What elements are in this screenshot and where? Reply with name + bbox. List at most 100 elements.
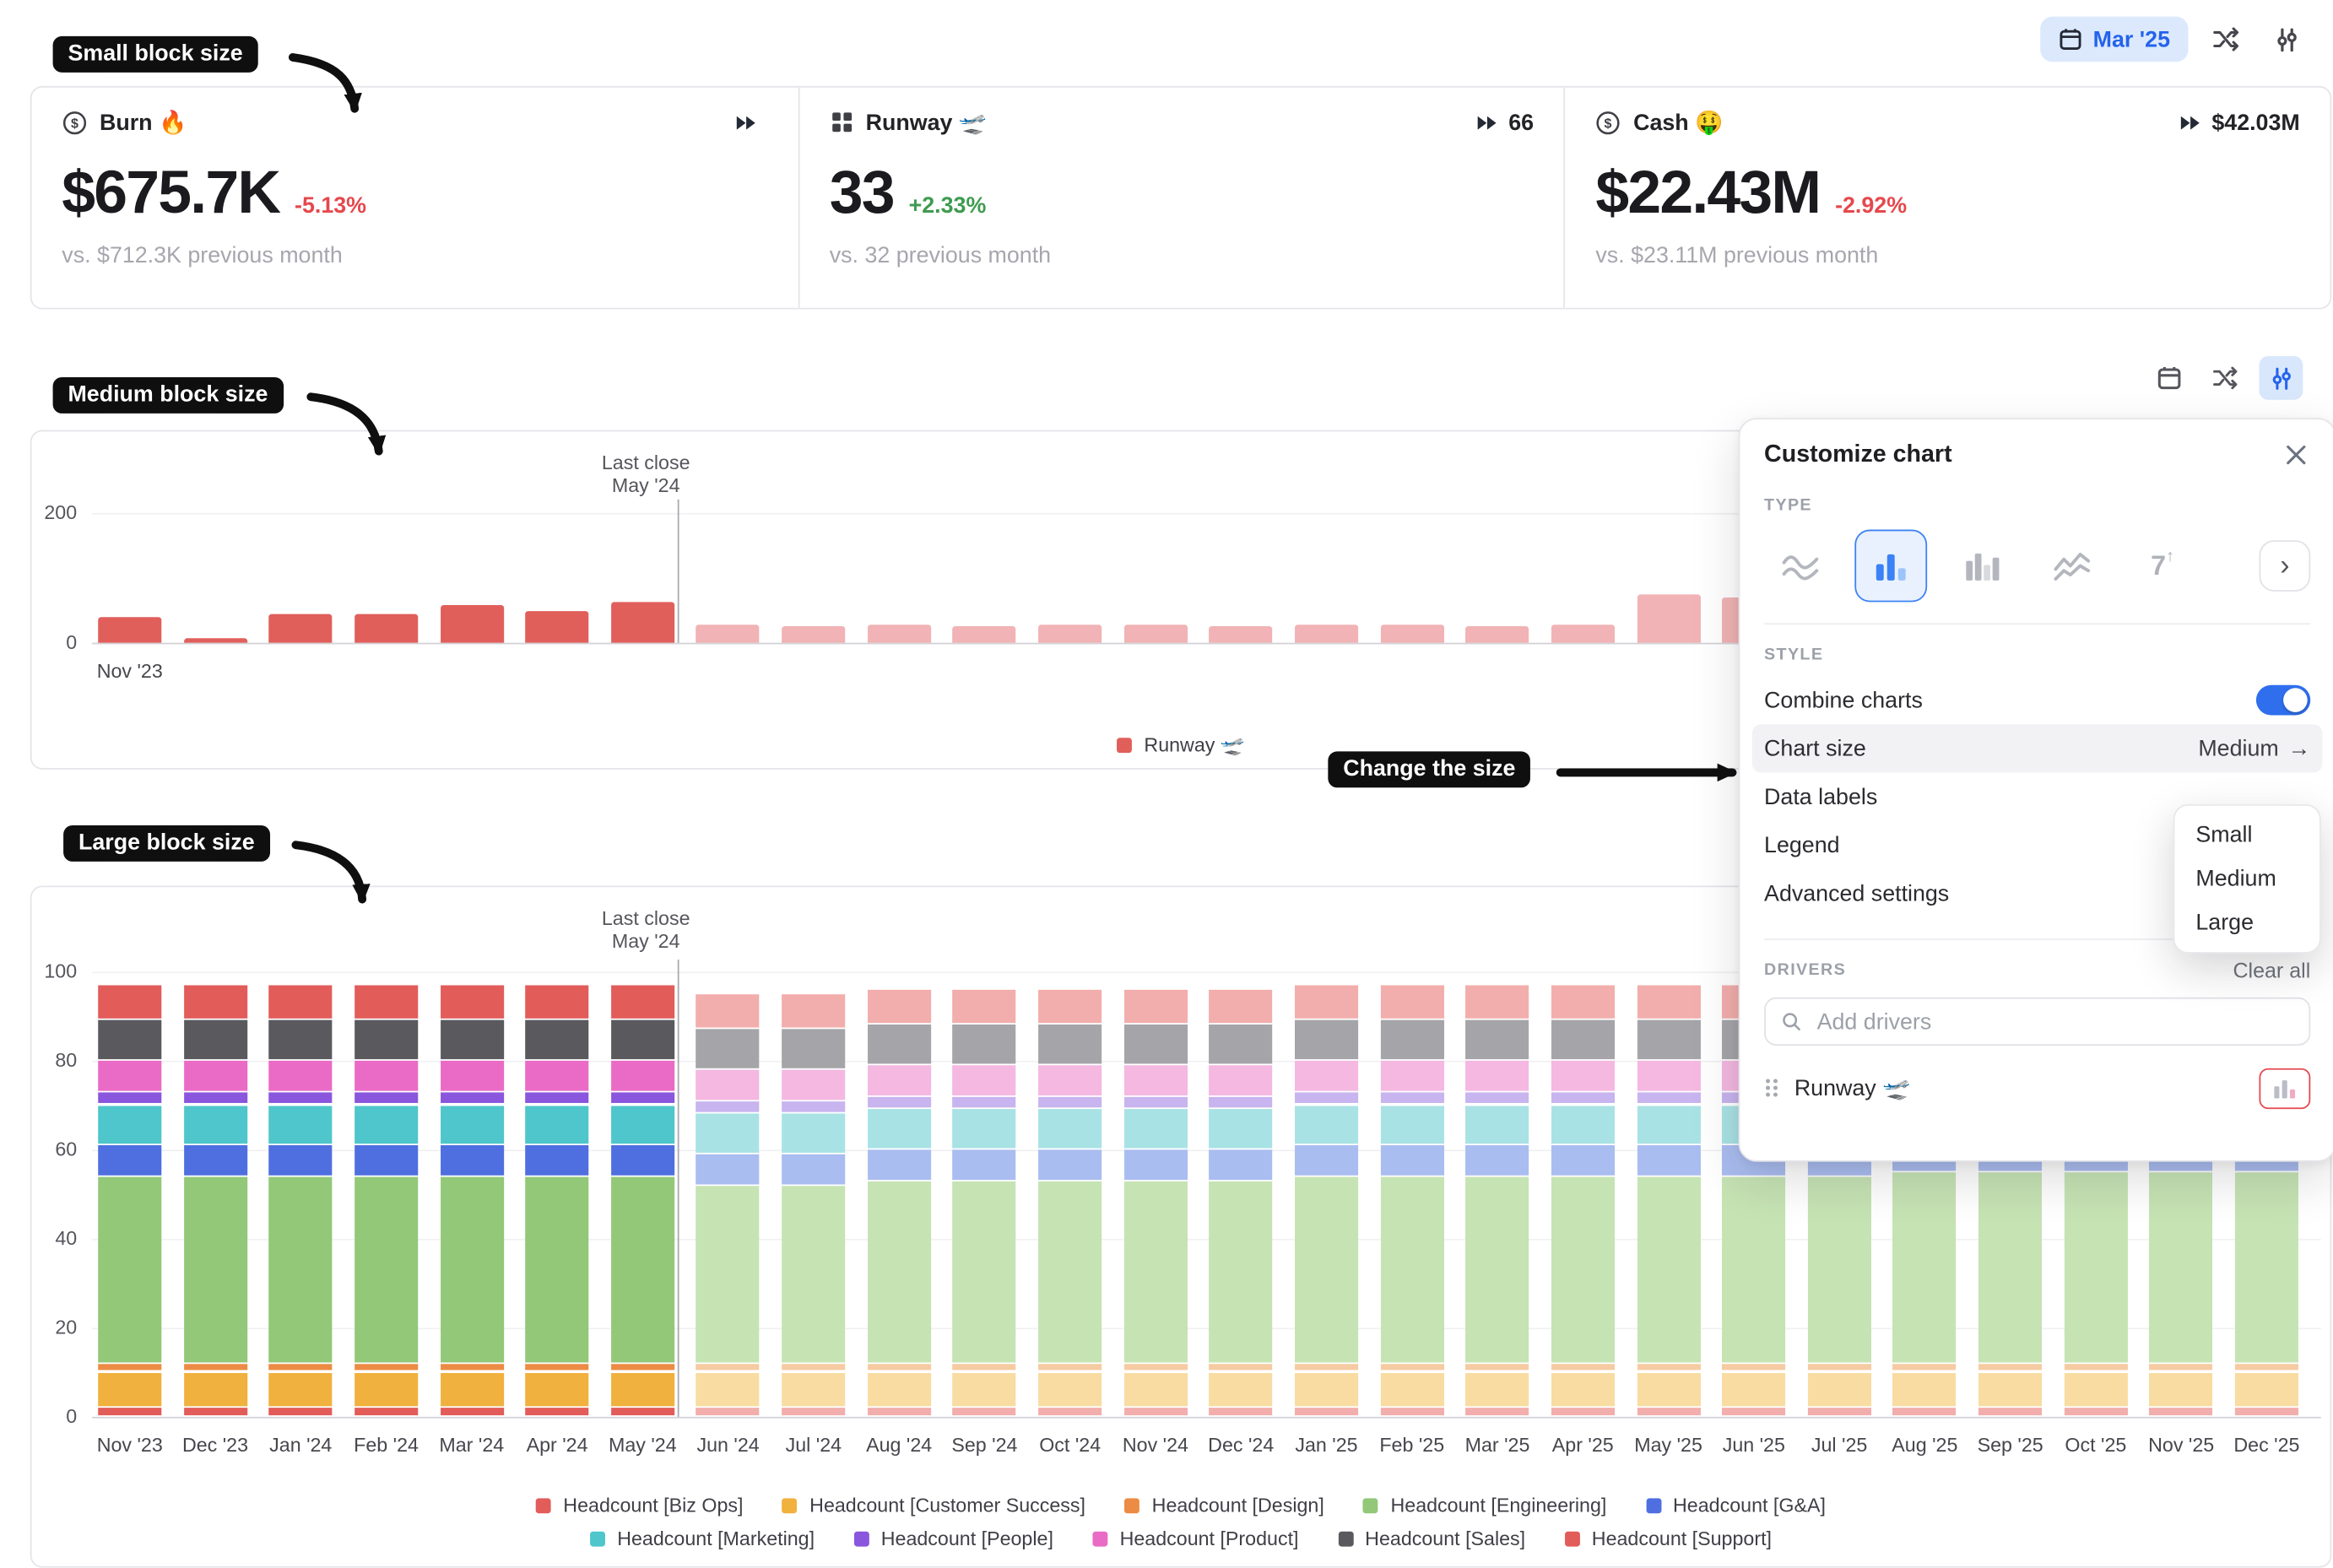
bar-segment[interactable] bbox=[1209, 1065, 1273, 1095]
date-picker-button[interactable]: Mar '25 bbox=[2040, 16, 2189, 62]
bar-segment[interactable] bbox=[1892, 1171, 1957, 1362]
bar-segment[interactable] bbox=[268, 1372, 333, 1407]
bar-segment[interactable] bbox=[1807, 1408, 1871, 1416]
bar-segment[interactable] bbox=[610, 985, 674, 1019]
calendar-icon[interactable] bbox=[2147, 356, 2191, 400]
bar-segment[interactable] bbox=[1123, 1149, 1188, 1180]
bar-segment[interactable] bbox=[1978, 1363, 2043, 1371]
bar-segment[interactable] bbox=[696, 1372, 761, 1407]
bar-segment[interactable] bbox=[1380, 1091, 1444, 1104]
bar-segment[interactable] bbox=[440, 1091, 504, 1104]
bar-segment[interactable] bbox=[696, 1363, 761, 1371]
bar-segment[interactable] bbox=[1551, 1105, 1615, 1144]
bar-segment[interactable] bbox=[1038, 1025, 1102, 1064]
bar-segment[interactable] bbox=[268, 1408, 333, 1416]
bar-segment[interactable] bbox=[1807, 1176, 1871, 1362]
bar[interactable] bbox=[1380, 624, 1444, 643]
bar-segment[interactable] bbox=[1722, 1372, 1786, 1407]
bar-segment[interactable] bbox=[1209, 1372, 1273, 1407]
bar-segment[interactable] bbox=[610, 1363, 674, 1371]
bar-segment[interactable] bbox=[1294, 1176, 1359, 1362]
bar-segment[interactable] bbox=[98, 1145, 162, 1176]
bar-segment[interactable] bbox=[354, 1060, 419, 1091]
bar-segment[interactable] bbox=[867, 1065, 931, 1095]
bar-segment[interactable] bbox=[354, 1363, 419, 1371]
bar-segment[interactable] bbox=[1123, 1363, 1188, 1371]
bar-segment[interactable] bbox=[1722, 1176, 1786, 1362]
bar-segment[interactable] bbox=[98, 1091, 162, 1104]
bar-segment[interactable] bbox=[268, 1091, 333, 1104]
chart-type-smooth-line-icon[interactable] bbox=[1764, 530, 1837, 603]
bar-segment[interactable] bbox=[610, 1372, 674, 1407]
bar-segment[interactable] bbox=[354, 1105, 419, 1144]
bar-segment[interactable] bbox=[1637, 1060, 1701, 1091]
bar-segment[interactable] bbox=[1465, 1105, 1529, 1144]
bar-segment[interactable] bbox=[525, 1105, 589, 1144]
bar-segment[interactable] bbox=[1380, 1020, 1444, 1060]
bar-segment[interactable] bbox=[1380, 1363, 1444, 1371]
bar-segment[interactable] bbox=[1551, 1372, 1615, 1407]
bar-segment[interactable] bbox=[1038, 1149, 1102, 1180]
bar-segment[interactable] bbox=[696, 1408, 761, 1416]
bar-segment[interactable] bbox=[696, 1100, 761, 1113]
bar-segment[interactable] bbox=[610, 1060, 674, 1091]
bar-segment[interactable] bbox=[1465, 985, 1529, 1019]
bar-segment[interactable] bbox=[696, 1114, 761, 1153]
chevron-right-icon[interactable]: › bbox=[2259, 540, 2311, 592]
bar-segment[interactable] bbox=[525, 1060, 589, 1091]
bar-segment[interactable] bbox=[867, 1363, 931, 1371]
bar-segment[interactable] bbox=[2234, 1408, 2298, 1416]
bar-segment[interactable] bbox=[1637, 1408, 1701, 1416]
bar-segment[interactable] bbox=[183, 1176, 247, 1362]
bar-segment[interactable] bbox=[952, 1109, 1016, 1149]
bar-segment[interactable] bbox=[1637, 1105, 1701, 1144]
bar-segment[interactable] bbox=[1038, 989, 1102, 1024]
drag-handle-icon[interactable] bbox=[1764, 1078, 1779, 1099]
bar-segment[interactable] bbox=[1123, 1065, 1188, 1095]
driver-chart-type-icon[interactable] bbox=[2259, 1067, 2311, 1109]
bar-segment[interactable] bbox=[2149, 1363, 2213, 1371]
bar-segment[interactable] bbox=[2064, 1372, 2128, 1407]
bar-segment[interactable] bbox=[867, 1025, 931, 1064]
bar-segment[interactable] bbox=[98, 1372, 162, 1407]
bar-segment[interactable] bbox=[696, 1154, 761, 1184]
bar-segment[interactable] bbox=[1038, 1109, 1102, 1149]
bar-segment[interactable] bbox=[782, 993, 846, 1029]
bar-segment[interactable] bbox=[867, 1181, 931, 1362]
bar-segment[interactable] bbox=[1294, 985, 1359, 1019]
bar[interactable] bbox=[1294, 624, 1359, 643]
bar-segment[interactable] bbox=[1380, 1176, 1444, 1362]
close-icon[interactable] bbox=[2282, 441, 2310, 469]
bar-segment[interactable] bbox=[1209, 1363, 1273, 1371]
bar-segment[interactable] bbox=[268, 1176, 333, 1362]
bar-segment[interactable] bbox=[440, 1176, 504, 1362]
bar-segment[interactable] bbox=[183, 1105, 247, 1144]
bar-segment[interactable] bbox=[1380, 1060, 1444, 1091]
bar-segment[interactable] bbox=[1038, 1096, 1102, 1109]
bar-segment[interactable] bbox=[440, 1020, 504, 1060]
bar-segment[interactable] bbox=[1380, 1105, 1444, 1144]
bar-segment[interactable] bbox=[1209, 1408, 1273, 1416]
compare-icon[interactable] bbox=[2203, 17, 2249, 62]
bar-segment[interactable] bbox=[782, 1154, 846, 1184]
bar-segment[interactable] bbox=[1465, 1020, 1529, 1060]
bar-segment[interactable] bbox=[525, 1372, 589, 1407]
legend-row-setting[interactable]: Legend bbox=[1752, 821, 2323, 869]
bar-segment[interactable] bbox=[1294, 1105, 1359, 1144]
bar-segment[interactable] bbox=[1551, 1020, 1615, 1060]
bar-segment[interactable] bbox=[1380, 1145, 1444, 1176]
bar-segment[interactable] bbox=[2149, 1372, 2213, 1407]
bar-segment[interactable] bbox=[1209, 1096, 1273, 1109]
bar-segment[interactable] bbox=[98, 1176, 162, 1362]
bar-segment[interactable] bbox=[1123, 989, 1188, 1024]
sliders-icon[interactable] bbox=[2264, 17, 2309, 62]
bar-segment[interactable] bbox=[782, 1408, 846, 1416]
bar-segment[interactable] bbox=[1123, 1181, 1188, 1362]
bar-segment[interactable] bbox=[1465, 1176, 1529, 1362]
kpi-card-runway[interactable]: Runway 🛫 66 33 +2.33% vs. 32 previous mo… bbox=[798, 87, 1564, 308]
clear-all-button[interactable]: Clear all bbox=[2233, 958, 2311, 982]
chart-type-column-icon[interactable] bbox=[1946, 530, 2018, 603]
bar-segment[interactable] bbox=[1123, 1372, 1188, 1407]
bar[interactable] bbox=[1038, 624, 1102, 643]
bar-segment[interactable] bbox=[183, 1372, 247, 1407]
